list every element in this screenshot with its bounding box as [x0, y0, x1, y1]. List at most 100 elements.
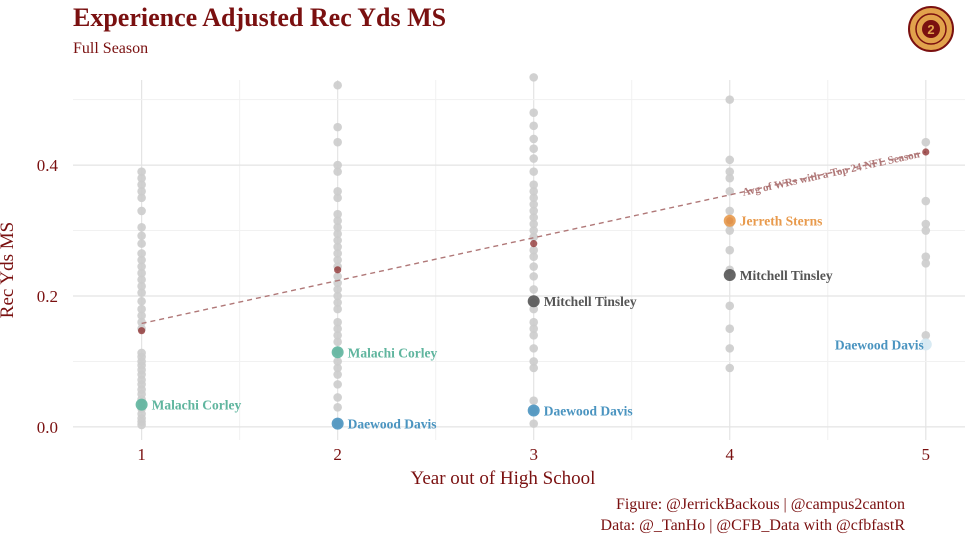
background-point: [529, 363, 539, 373]
background-point: [529, 285, 539, 294]
background-point: [333, 167, 342, 176]
x-tick-label: 2: [333, 445, 342, 464]
background-point: [725, 206, 735, 216]
background-point: [529, 252, 539, 262]
highlight-point: [331, 346, 344, 359]
background-point: [725, 167, 735, 176]
background-point: [333, 122, 342, 132]
background-point: [333, 285, 342, 294]
background-point: [529, 357, 539, 366]
background-point: [333, 193, 342, 203]
background-point: [921, 219, 931, 229]
background-point: [529, 324, 539, 334]
background-point: [921, 196, 931, 206]
background-point: [137, 180, 146, 190]
background-point: [529, 134, 539, 144]
background-point: [725, 155, 735, 165]
background-point: [725, 245, 735, 255]
background-point: [333, 363, 342, 373]
background-point: [137, 296, 146, 306]
background-point: [333, 80, 342, 90]
background-point: [529, 226, 539, 235]
background-point: [333, 298, 342, 307]
background-points: [137, 73, 931, 430]
background-point: [333, 357, 342, 366]
background-point: [529, 344, 539, 353]
background-point: [333, 137, 342, 147]
chart-subtitle: Full Season: [73, 40, 149, 57]
y-tick-label: 0.4: [37, 156, 59, 175]
background-point: [529, 245, 539, 255]
player-label: Daewood Davis: [348, 417, 437, 432]
background-point: [725, 324, 735, 334]
x-tick-label: 1: [137, 445, 146, 464]
caption-line-2: Data: @_TanHo | @CFB_Data with @cfbfastR: [600, 517, 905, 534]
background-point: [529, 232, 539, 242]
background-point: [529, 108, 539, 118]
background-point: [333, 186, 342, 196]
background-point: [333, 222, 342, 232]
background-point: [137, 222, 146, 232]
highlight-point: [527, 404, 540, 417]
background-point: [333, 324, 342, 334]
average-point: [530, 240, 538, 248]
background-point: [529, 154, 539, 163]
background-point: [137, 193, 146, 203]
chart-caption: Figure: @JerrickBackous | @campus2canton…: [601, 494, 905, 536]
caption-line-1: Figure: @JerrickBackous | @campus2canton: [615, 496, 905, 513]
background-point: [137, 311, 146, 320]
highlight-point: [723, 214, 736, 227]
background-point: [725, 226, 735, 235]
player-label: Malachi Corley: [152, 398, 242, 413]
background-point: [725, 173, 735, 183]
trend-line: [141, 151, 926, 325]
background-point: [333, 304, 342, 314]
background-point: [921, 252, 931, 262]
player-label: Daewood Davis: [544, 404, 633, 419]
background-point: [921, 258, 931, 268]
background-point: [725, 95, 735, 104]
background-point: [137, 239, 146, 248]
x-tick-label: 5: [922, 445, 931, 464]
background-point: [529, 167, 539, 176]
background-point: [333, 236, 342, 245]
background-point: [333, 317, 342, 327]
background-point: [529, 304, 539, 314]
background-point: [333, 291, 342, 301]
background-point: [529, 213, 539, 222]
background-point: [529, 200, 539, 209]
player-label: Daewood Davis: [835, 337, 924, 352]
background-point: [137, 231, 146, 241]
background-point: [529, 193, 539, 203]
background-point: [137, 317, 146, 327]
background-point: [529, 330, 539, 340]
highlight-point: [527, 295, 540, 308]
highlight-point: [135, 398, 148, 411]
background-point: [529, 317, 539, 327]
background-point: [333, 216, 342, 226]
background-point: [529, 144, 539, 154]
background-point: [137, 255, 146, 265]
highlight-point: [723, 269, 736, 282]
background-point: [137, 206, 146, 216]
background-point: [333, 242, 342, 252]
average-point: [138, 327, 146, 335]
background-point: [137, 173, 146, 183]
background-point: [529, 180, 539, 190]
background-point: [529, 121, 539, 131]
background-point: [333, 255, 342, 265]
background-point: [529, 419, 539, 428]
y-axis-label: Rec Yds MS: [0, 222, 18, 318]
y-tick-label: 0.0: [37, 418, 58, 437]
background-point: [137, 281, 146, 291]
background-point: [333, 370, 342, 379]
background-point: [725, 363, 735, 373]
background-point: [725, 186, 735, 196]
background-point: [137, 167, 146, 176]
x-tick-label: 4: [725, 445, 734, 464]
background-point: [137, 249, 146, 258]
chart-title: Experience Adjusted Rec Yds MS: [73, 3, 447, 32]
trend-line-label: Avg of WRs with a Top 24 NFL Season: [741, 148, 921, 198]
highlighted-points: Malachi Corley Malachi Corley Daewood Davi…: [135, 214, 932, 432]
